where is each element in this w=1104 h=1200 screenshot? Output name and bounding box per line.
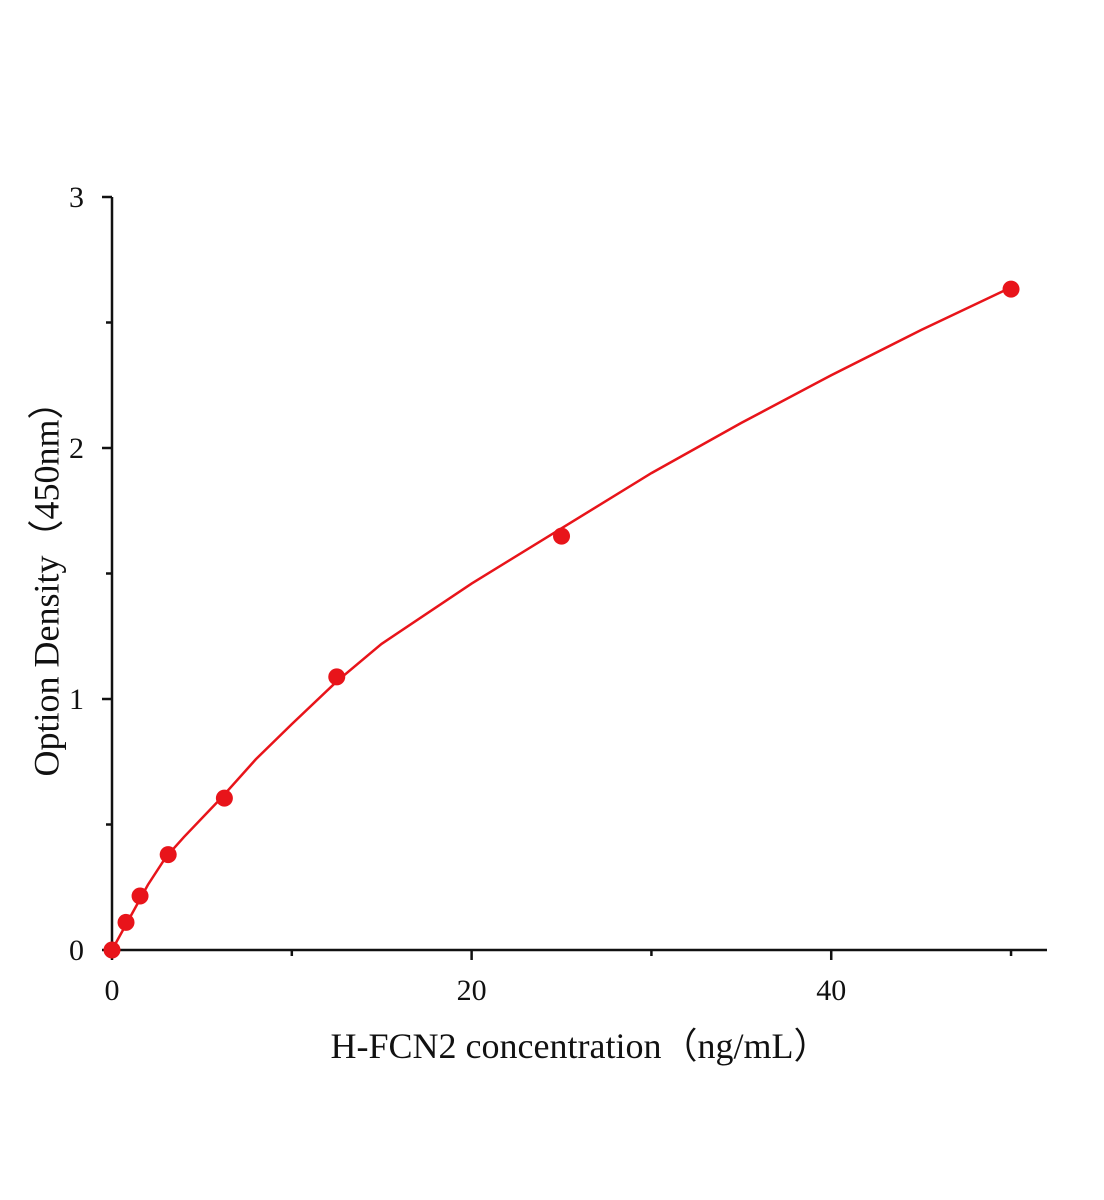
x-tick-label: 40 [816, 974, 846, 1007]
y-axis-label: Option Density（450nm） [26, 384, 66, 777]
data-point [1002, 280, 1020, 298]
data-point [103, 941, 121, 959]
y-tick-label: 2 [69, 432, 84, 465]
y-tick-label: 0 [69, 934, 84, 967]
data-point [215, 789, 233, 807]
fit-curve [110, 286, 1012, 951]
data-point [131, 887, 149, 905]
y-tick-label: 3 [69, 181, 84, 214]
x-tick-label: 20 [457, 974, 487, 1007]
x-axis-label: H-FCN2 concentration（ng/mL） [331, 1026, 830, 1066]
data-point [117, 913, 135, 931]
data-point [553, 527, 571, 545]
y-tick-label: 1 [69, 683, 84, 716]
data-point [159, 846, 177, 864]
data-point [328, 668, 346, 686]
x-tick-label: 0 [105, 974, 120, 1007]
